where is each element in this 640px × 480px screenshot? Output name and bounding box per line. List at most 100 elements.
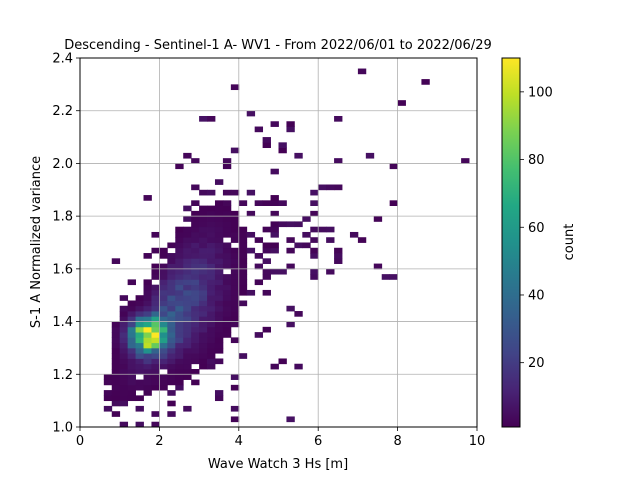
heatmap-cell	[143, 332, 152, 338]
heatmap-cell	[143, 279, 152, 286]
heatmap-cell	[230, 147, 240, 154]
heatmap-cell	[127, 332, 136, 338]
heatmap-cell	[214, 200, 224, 206]
heatmap-cell	[191, 311, 200, 317]
y-axis-label: S-1 A Normalized variance	[29, 156, 44, 328]
heatmap-cell	[310, 189, 319, 196]
heatmap-cell	[119, 374, 129, 380]
heatmap-cell	[127, 337, 136, 344]
heatmap-cell	[199, 242, 208, 249]
heatmap-cell	[103, 395, 113, 402]
heatmap-cell	[151, 421, 160, 427]
heatmap-cell	[183, 337, 192, 344]
heatmap-cell	[286, 416, 295, 423]
heatmap-cell	[151, 369, 160, 375]
heatmap-cell	[310, 210, 319, 217]
heatmap-cell	[175, 316, 184, 322]
heatmap-cell	[199, 247, 208, 254]
heatmap-cell	[143, 305, 152, 312]
heatmap-cell	[167, 379, 176, 386]
heatmap-cell	[199, 295, 208, 301]
heatmap-cell	[230, 189, 240, 196]
heatmap-cell	[199, 115, 208, 122]
heatmap-cell	[278, 268, 287, 275]
heatmap-cell	[135, 332, 144, 338]
heatmap-cell	[214, 337, 224, 344]
heatmap-cell	[262, 142, 271, 149]
heatmap-cell	[119, 384, 129, 391]
y-tick-label: 1.8	[52, 210, 73, 225]
heatmap-cell	[246, 210, 256, 217]
heatmap-cell	[199, 216, 208, 222]
heatmap-cell	[357, 68, 367, 75]
heatmap-cell	[111, 342, 121, 349]
heatmap-cell	[214, 263, 224, 270]
colorbar-tick-label: 40	[528, 288, 545, 303]
heatmap-cell	[191, 242, 200, 249]
heatmap-cell	[302, 231, 311, 238]
heatmap-cell	[183, 152, 192, 159]
heatmap-cell	[214, 274, 224, 280]
heatmap-cell	[214, 279, 224, 286]
heatmap-cell	[167, 369, 176, 375]
heatmap-cell	[246, 110, 256, 117]
x-tick-label: 6	[314, 434, 322, 449]
heatmap-cell	[175, 247, 184, 254]
heatmap-cell	[191, 337, 200, 344]
heatmap-cell	[143, 295, 152, 301]
heatmap-cell	[262, 200, 271, 206]
heatmap-cell	[238, 300, 248, 307]
heatmap-cell	[230, 274, 240, 280]
heatmap-cell	[135, 311, 144, 317]
heatmap-cell	[175, 258, 184, 264]
heatmap-cell	[119, 311, 129, 317]
heatmap-cell	[119, 326, 129, 333]
x-tick-label: 4	[235, 434, 243, 449]
heatmap-cell	[191, 263, 200, 270]
heatmap-cell	[262, 242, 271, 249]
heatmap-cell	[167, 295, 176, 301]
heatmap-cell	[111, 384, 121, 391]
heatmap-cell	[183, 263, 192, 270]
heatmap-cell	[262, 289, 271, 296]
heatmap-cell	[191, 237, 200, 243]
heatmap-cell	[143, 358, 152, 365]
heatmap-cell	[167, 347, 176, 354]
heatmap-cell	[111, 369, 121, 375]
y-tick-label: 1.0	[52, 421, 73, 436]
heatmap-cell	[207, 289, 216, 296]
grid-lines	[79, 57, 478, 428]
heatmap-cell	[151, 316, 160, 322]
heatmap-cell	[207, 274, 216, 280]
heatmap-cell	[159, 384, 168, 391]
heatmap-cell	[310, 268, 319, 275]
y-tick-label: 1.4	[52, 315, 73, 330]
heatmap-cell	[151, 353, 160, 359]
heatmap-cell	[254, 253, 264, 259]
heatmap-cell	[310, 274, 319, 280]
heatmap-cell	[183, 342, 192, 349]
heatmap-cell	[167, 358, 176, 365]
heatmap-cell	[214, 311, 224, 317]
heatmap-cell	[270, 121, 279, 127]
y-axis-ticks: 1.0 1.2 1.4 1.6 1.8 2.0 2.2 2.4	[52, 52, 80, 436]
heatmap-cell	[191, 358, 200, 365]
heatmap-cell	[167, 316, 176, 322]
heatmap-cell	[151, 326, 160, 333]
heatmap-cell	[167, 321, 176, 328]
heatmap-cell	[214, 300, 224, 307]
heatmap-cell	[191, 295, 200, 301]
heatmap-cell	[167, 342, 176, 349]
heatmap-cell	[270, 247, 279, 254]
heatmap-cell	[254, 279, 264, 286]
heatmap-cell	[111, 258, 121, 264]
heatmap-cell	[214, 289, 224, 296]
heatmap-cell	[191, 369, 200, 375]
heatmap-cell	[183, 216, 192, 222]
heatmap-cell	[262, 268, 271, 275]
heatmap-cell	[183, 326, 192, 333]
heatmap-cell	[334, 115, 343, 122]
heatmap-cell	[310, 237, 319, 243]
heatmap-cell	[238, 242, 248, 249]
heatmap-cell	[151, 274, 160, 280]
